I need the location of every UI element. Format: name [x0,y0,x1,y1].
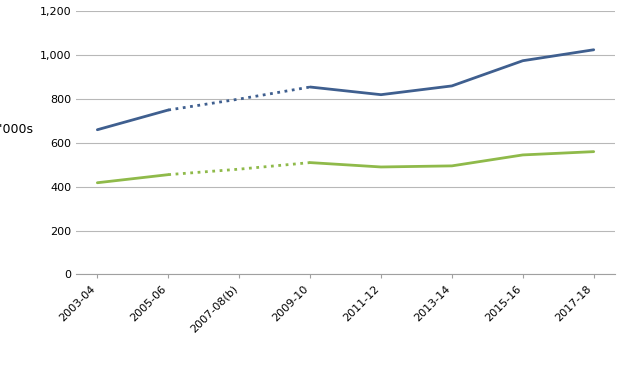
Legend: Mean household net worth, Median household net worth: Mean household net worth, Median househo… [151,376,540,381]
Y-axis label: $'000s: $'000s [0,123,33,136]
